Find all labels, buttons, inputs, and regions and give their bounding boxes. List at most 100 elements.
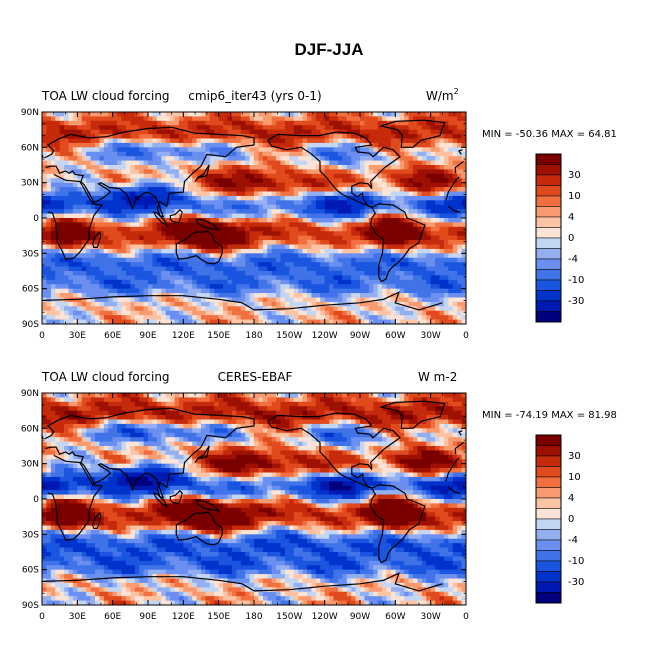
heatmap-cell [360,147,365,153]
heatmap-cell [121,134,127,139]
heatmap-cell [413,301,418,307]
heatmap-cell [413,271,418,276]
heatmap-cell [435,125,440,131]
heatmap-cell [289,120,295,126]
heatmap-cell [284,213,290,219]
heatmap-cell [72,248,78,254]
heatmap-cell [315,134,321,139]
heatmap-cell [413,248,418,254]
heatmap-cell [262,213,268,219]
heatmap-cell [245,147,250,153]
heatmap-cell [457,218,462,223]
heatmap-cell [240,397,246,403]
heatmap-cell [130,165,136,170]
heatmap-cell [368,253,374,259]
heatmap-cell [161,275,167,281]
heatmap-cell [187,393,193,398]
heatmap-cell [289,293,295,298]
heatmap-cell [262,129,268,135]
heatmap-cell [324,156,330,161]
heatmap-cell [404,266,409,272]
heatmap-cell [254,262,259,267]
heatmap-cell [81,129,87,135]
heatmap-cell [205,319,211,324]
heatmap-cell [178,134,184,139]
heatmap-cell [324,138,330,144]
heatmap-cell [117,253,122,259]
heatmap-cell [108,165,114,170]
heatmap-cell [112,204,118,210]
heatmap-cell [218,262,224,267]
heatmap-cell [373,319,379,324]
heatmap-cell [368,116,374,122]
heatmap-cell [205,393,211,398]
heatmap-cell [231,187,237,192]
heatmap-cell [125,231,131,237]
heatmap-cell [346,151,352,157]
heatmap-cell [240,213,246,219]
heatmap-cell [315,248,321,254]
heatmap-cell [152,244,158,250]
heatmap-cell [386,182,392,188]
heatmap-cell [117,257,122,263]
heatmap-cell [439,112,445,117]
heatmap-cell [99,209,105,214]
heatmap-cell [435,293,440,298]
heatmap-cell [95,213,100,219]
heatmap-cell [457,134,462,139]
heatmap-cell [355,275,361,281]
heatmap-cell [276,200,281,206]
heatmap-cell [117,213,122,219]
heatmap-cell [430,142,436,148]
bottom-panel: 0 30E 60E 90E 120E 150E 180 150W 120W 90W 60W 30W 09… [21,370,617,622]
heatmap-cell [134,235,140,241]
heatmap-cell [90,231,96,237]
heatmap-cell [68,125,74,131]
heatmap-cell [209,248,215,254]
heatmap-cell [99,306,105,312]
heatmap-cell [271,147,277,153]
heatmap-cell [143,301,149,307]
heatmap-cell [417,112,423,117]
heatmap-cell [42,160,47,166]
heatmap-cell [205,240,211,245]
heatmap-cell [258,226,264,232]
heatmap-cell [452,138,458,144]
heatmap-cell [262,200,268,206]
heatmap-cell [404,222,409,228]
heatmap-cell [68,284,74,290]
heatmap-cell [68,209,74,214]
heatmap-cell [187,226,193,232]
heatmap-cell [373,271,379,276]
heatmap-cell [337,319,343,324]
heatmap-cell [293,156,299,161]
heatmap-cell [421,310,427,316]
heatmap-cell [373,213,379,219]
heatmap-cell [192,257,197,263]
heatmap-cell [108,195,114,201]
heatmap-cell [329,191,334,197]
heatmap-cell [262,262,268,267]
heatmap-cell [360,310,365,316]
heatmap-cell [298,209,303,214]
heatmap-cell [289,257,295,263]
heatmap-cell [170,160,175,166]
colorbar-label: 0 [568,233,574,244]
heatmap-cell [443,310,449,316]
heatmap-cell [42,112,47,117]
heatmap-cell [315,288,321,294]
heatmap-cell [143,151,149,157]
heatmap-cell [421,165,427,170]
heatmap-cell [382,310,387,316]
heatmap-cell [307,169,312,175]
heatmap-cell [249,200,255,206]
heatmap-cell [139,195,144,201]
heatmap-cell [360,301,365,307]
heatmap-cell [139,178,144,184]
heatmap-cell [417,253,423,259]
heatmap-cell [134,301,140,307]
heatmap-cell [377,187,383,192]
heatmap-cell [50,138,56,144]
heatmap-cell [421,393,427,398]
heatmap-cell [395,301,401,307]
